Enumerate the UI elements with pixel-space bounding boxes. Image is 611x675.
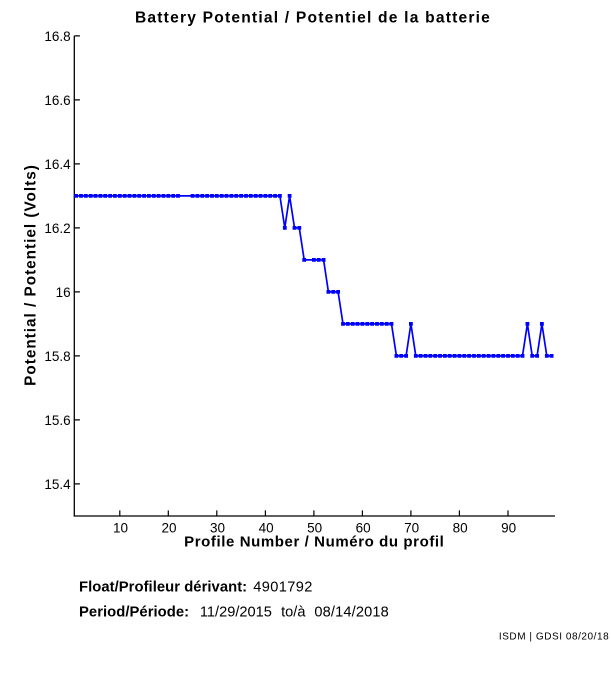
svg-text:80: 80 [453,521,468,536]
svg-text:11/29/2015: 11/29/2015 [200,605,272,621]
svg-text:40: 40 [259,521,274,536]
svg-text:Potential / Potentiel (Volts): Potential / Potentiel (Volts) [23,164,40,386]
svg-text:4901792: 4901792 [253,580,313,596]
svg-text:16.8: 16.8 [44,29,70,44]
svg-text:20: 20 [161,521,176,536]
svg-text:to/à: to/à [281,605,306,621]
svg-text:Battery Potential / Potentiel: Battery Potential / Potentiel de la batt… [135,9,491,26]
svg-text:15.4: 15.4 [44,477,71,492]
svg-text:16.4: 16.4 [44,157,71,172]
svg-text:Float/Profileur dérivant:: Float/Profileur dérivant: [79,580,247,596]
svg-text:70: 70 [404,521,419,536]
svg-text:16.2: 16.2 [44,221,70,236]
svg-text:08/14/2018: 08/14/2018 [314,605,389,621]
svg-text:50: 50 [307,521,322,536]
svg-text:15.8: 15.8 [44,349,70,364]
svg-text:16: 16 [56,285,71,300]
svg-text:30: 30 [210,521,225,536]
svg-text:Profile Number / Numéro du pro: Profile Number / Numéro du profil [184,533,444,550]
svg-text:10: 10 [113,521,128,536]
svg-text:Period/Période:: Period/Période: [79,605,189,621]
svg-text:16.6: 16.6 [44,93,70,108]
svg-text:15.6: 15.6 [44,413,70,428]
svg-text:ISDM | GDSI 08/20/18: ISDM | GDSI 08/20/18 [499,632,609,643]
svg-text:90: 90 [501,521,516,536]
svg-text:60: 60 [356,521,371,536]
